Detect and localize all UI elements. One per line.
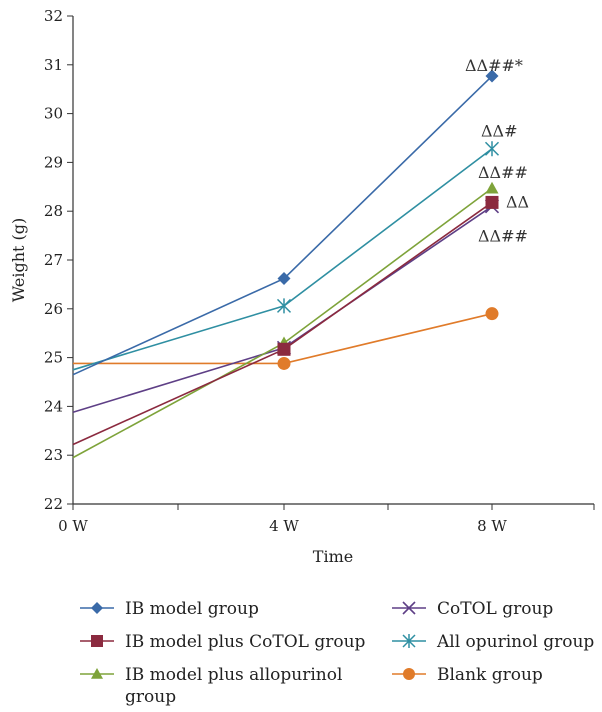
plot-area: ΔΔ##* ΔΔ# ΔΔ## ΔΔ ΔΔ## bbox=[72, 56, 529, 459]
y-tick-label: 30 bbox=[44, 105, 63, 123]
data-point bbox=[485, 195, 499, 209]
legend-item-ib-model-plus-allopurinol-group: IB model plus allopurinol group bbox=[80, 665, 342, 707]
legend-marker bbox=[91, 602, 103, 614]
legend: IB model group CoTOL group IB model plus C… bbox=[80, 599, 594, 707]
legend-marker bbox=[91, 668, 103, 679]
significance-annotation: ΔΔ# bbox=[481, 122, 518, 141]
triangle-marker bbox=[485, 181, 499, 194]
circle-marker bbox=[403, 668, 415, 680]
circle-marker bbox=[485, 307, 499, 321]
legend-marker bbox=[91, 635, 103, 647]
y-tick-label: 31 bbox=[44, 56, 63, 74]
data-point bbox=[277, 356, 291, 370]
square-marker bbox=[91, 635, 103, 647]
data-point bbox=[277, 342, 291, 356]
series-ib-model-group bbox=[72, 69, 499, 376]
data-point bbox=[485, 69, 499, 83]
y-axis-title: Weight (g) bbox=[9, 218, 28, 303]
x-marker-stroke bbox=[402, 601, 416, 615]
series-all-opurinol-group bbox=[72, 141, 500, 371]
legend-marker bbox=[402, 634, 416, 648]
legend-item-ib-model-plus-cotol-group: IB model plus CoTOL group bbox=[80, 632, 366, 652]
legend-item-ib-model-group: IB model group bbox=[80, 599, 259, 619]
y-tick-label: 25 bbox=[44, 349, 63, 367]
series-ib-model-plus-cotol-group bbox=[72, 195, 499, 446]
legend-item-all-opurinol-group: All opurinol group bbox=[392, 632, 594, 652]
x-tick-label: 0 W bbox=[58, 517, 88, 535]
y-tick-label: 32 bbox=[44, 7, 63, 25]
y-tick-label: 26 bbox=[44, 300, 63, 318]
axes: 22 23 24 25 26 27 28 29 30 31 32 0 W 4 W 8 W Time Weigh… bbox=[9, 7, 595, 566]
legend-label: IB model plus allopurinol group bbox=[125, 665, 342, 707]
legend-label: IB model group bbox=[125, 599, 259, 619]
legend-label-line: IB model plus allopurinol bbox=[125, 665, 342, 685]
series-blank-group bbox=[73, 307, 499, 370]
y-tick-label: 24 bbox=[44, 397, 63, 415]
series-line bbox=[72, 75, 493, 376]
data-point bbox=[276, 298, 292, 314]
diamond-marker bbox=[485, 69, 499, 83]
legend-label: IB model plus CoTOL group bbox=[125, 632, 366, 652]
legend-label: CoTOL group bbox=[437, 599, 553, 619]
y-tick-label: 22 bbox=[44, 495, 63, 513]
data-point bbox=[277, 272, 291, 286]
triangle-marker bbox=[91, 668, 103, 679]
series-line bbox=[72, 201, 493, 446]
series-line bbox=[73, 312, 493, 365]
x-tick-label: 4 W bbox=[269, 517, 299, 535]
data-point bbox=[485, 181, 499, 194]
square-marker bbox=[485, 195, 499, 209]
series-line bbox=[72, 187, 493, 459]
x-tick-label: 8 W bbox=[477, 517, 507, 535]
circle-marker bbox=[277, 356, 291, 370]
data-point bbox=[484, 141, 500, 157]
series-line bbox=[72, 205, 493, 414]
x-axis-title: Time bbox=[313, 547, 353, 566]
y-tick-label: 28 bbox=[44, 202, 63, 220]
legend-marker bbox=[402, 601, 416, 615]
significance-annotation: ΔΔ##* bbox=[465, 56, 523, 75]
data-point bbox=[485, 307, 499, 321]
significance-annotation: ΔΔ## bbox=[478, 163, 528, 182]
legend-item-blank-group: Blank group bbox=[392, 665, 543, 685]
square-marker bbox=[277, 342, 291, 356]
legend-label-line: group bbox=[125, 687, 176, 707]
diamond-marker bbox=[277, 272, 291, 286]
y-tick-label: 27 bbox=[44, 251, 63, 269]
series-line bbox=[72, 148, 493, 371]
diamond-marker bbox=[91, 602, 103, 614]
y-tick-label: 29 bbox=[44, 153, 63, 171]
significance-annotation: ΔΔ bbox=[506, 192, 529, 211]
legend-label: All opurinol group bbox=[436, 632, 594, 652]
significance-annotation: ΔΔ## bbox=[478, 227, 528, 246]
legend-marker bbox=[403, 668, 415, 680]
legend-label: Blank group bbox=[437, 665, 543, 685]
legend-item-cotol-group: CoTOL group bbox=[392, 599, 553, 619]
y-tick-label: 23 bbox=[44, 446, 63, 464]
